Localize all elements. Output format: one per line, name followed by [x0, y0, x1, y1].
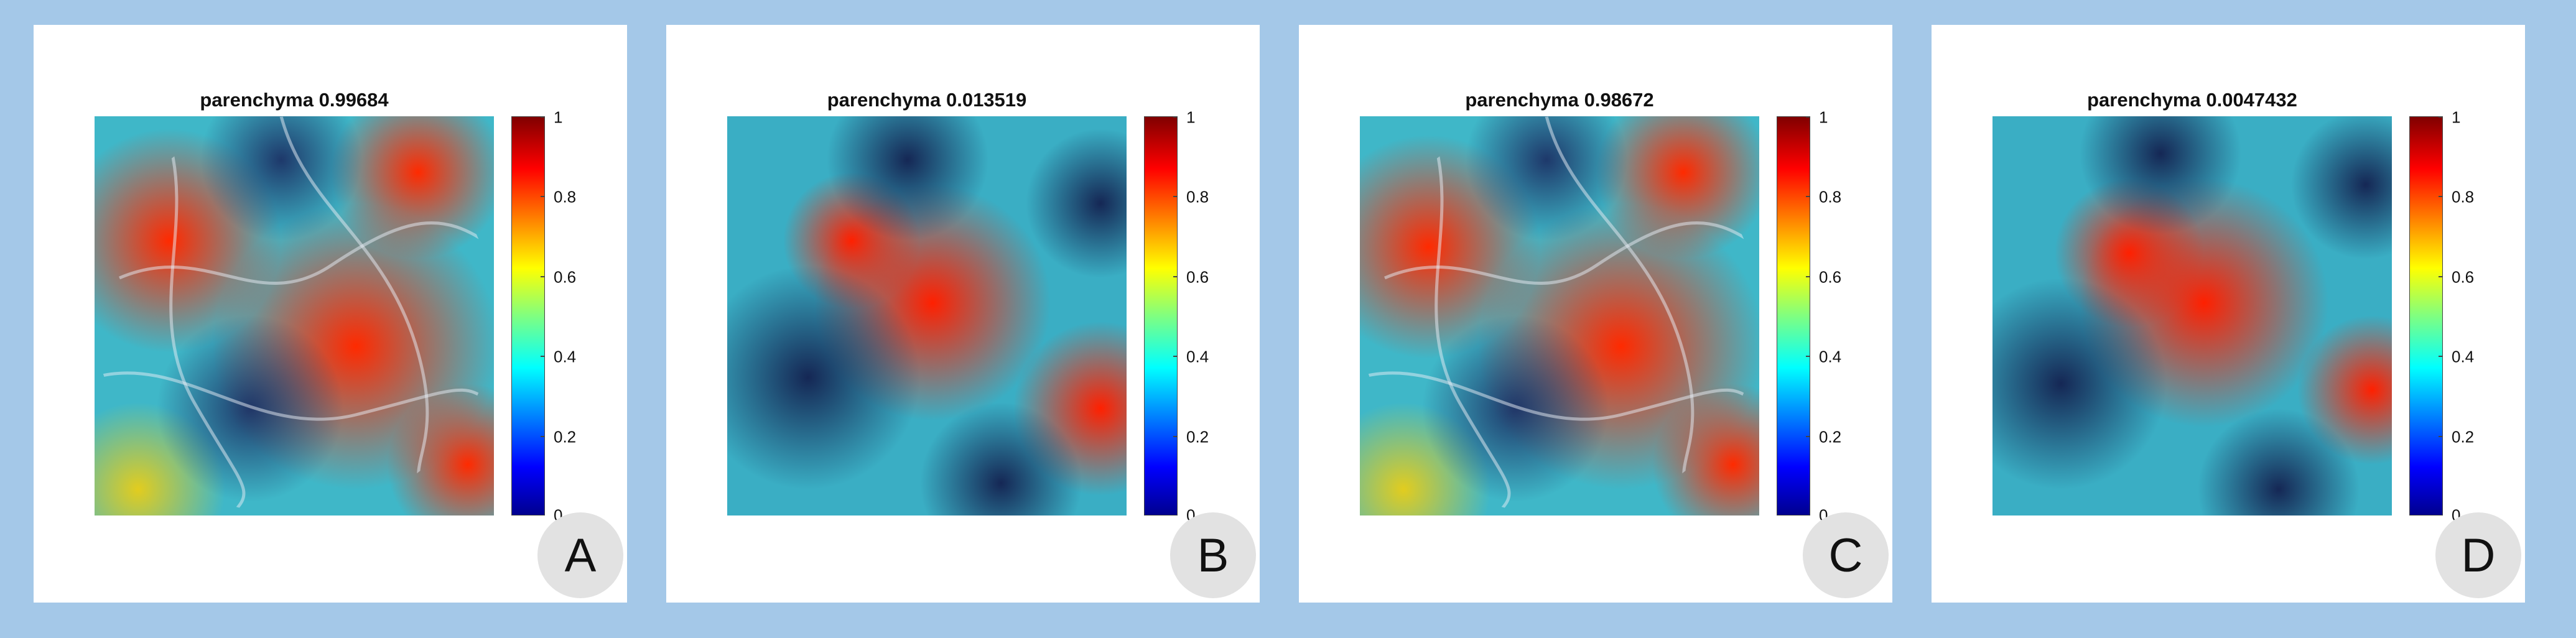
heatmap-image	[95, 116, 494, 515]
colorbar-tick-mark	[541, 356, 545, 357]
panel-c: parenchyma 0.98672	[1299, 25, 1892, 603]
colorbar-tick-mark	[1806, 196, 1810, 197]
colorbar-tick-mark	[541, 276, 545, 277]
colorbar-tick-label: 0.8	[1186, 187, 1209, 206]
colorbar-tick-mark	[1806, 276, 1810, 277]
colorbar-tick-label: 0.4	[2452, 347, 2475, 366]
colorbar-tick-mark	[1806, 116, 1810, 118]
colorbar-tick-mark	[1806, 436, 1810, 437]
colorbar-tick-mark	[2439, 436, 2443, 437]
colorbar-tick-label: 0.4	[1819, 347, 1842, 366]
panel-title: parenchyma 0.98672	[1465, 89, 1654, 111]
colorbar-tick-mark	[2439, 276, 2443, 277]
heatmap-image	[1992, 116, 2392, 515]
panel-title: parenchyma 0.99684	[200, 89, 389, 111]
heatmap-image	[1360, 116, 1759, 515]
colorbar-tick-label: 0.8	[554, 187, 577, 206]
panel-letter-badge: C	[1803, 512, 1889, 598]
panel-title: parenchyma 0.013519	[827, 89, 1027, 111]
colorbar	[1144, 116, 1178, 515]
colorbar-tick-label: 0.6	[1819, 267, 1842, 287]
colorbar-tick-mark	[1173, 276, 1178, 277]
colorbar-tick-mark	[1173, 116, 1178, 118]
colorbar-tick-mark	[541, 436, 545, 437]
colorbar-tick-mark	[1173, 436, 1178, 437]
colorbar-tick-label: 1	[554, 108, 563, 127]
colorbar	[2409, 116, 2443, 515]
panel-title: parenchyma 0.0047432	[2087, 89, 2297, 111]
panel-letter-badge: D	[2435, 512, 2521, 598]
colorbar-tick-label: 0.8	[1819, 187, 1842, 206]
colorbar-tick-label: 0.4	[554, 347, 577, 366]
panel-b: parenchyma 0.013519 1 0.8 0.6 0.4 0.2 0 …	[666, 25, 1260, 603]
colorbar-tick-label: 0.6	[554, 267, 577, 287]
colorbar-tick-mark	[541, 196, 545, 197]
colorbar-tick-label: 1	[1186, 108, 1196, 127]
heatmap-image	[727, 116, 1127, 515]
panel-d: parenchyma 0.0047432 1 0.8 0.6 0.4 0.2 0…	[1932, 25, 2525, 603]
colorbar-tick-mark	[2439, 116, 2443, 118]
colorbar-tick-mark	[2439, 196, 2443, 197]
panel-letter-badge: B	[1170, 512, 1256, 598]
colorbar-tick-label: 0.2	[554, 427, 577, 446]
panel-a: parenchyma 0.99684	[34, 25, 627, 603]
colorbar-tick-mark	[1173, 356, 1178, 357]
colorbar-tick-label: 0.2	[2452, 427, 2475, 446]
colorbar-tick-label: 1	[2452, 108, 2461, 127]
colorbar-tick-mark	[2439, 356, 2443, 357]
colorbar-tick-label: 1	[1819, 108, 1828, 127]
colorbar-tick-label: 0.2	[1186, 427, 1209, 446]
colorbar	[511, 116, 545, 515]
colorbar-tick-label: 0.6	[1186, 267, 1209, 287]
colorbar	[1777, 116, 1810, 515]
panel-letter-badge: A	[537, 512, 623, 598]
colorbar-tick-label: 0.6	[2452, 267, 2475, 287]
colorbar-tick-mark	[1806, 356, 1810, 357]
colorbar-tick-label: 0.2	[1819, 427, 1842, 446]
colorbar-tick-label: 0.4	[1186, 347, 1209, 366]
colorbar-tick-label: 0.8	[2452, 187, 2475, 206]
colorbar-tick-mark	[1173, 196, 1178, 197]
colorbar-tick-mark	[541, 116, 545, 118]
